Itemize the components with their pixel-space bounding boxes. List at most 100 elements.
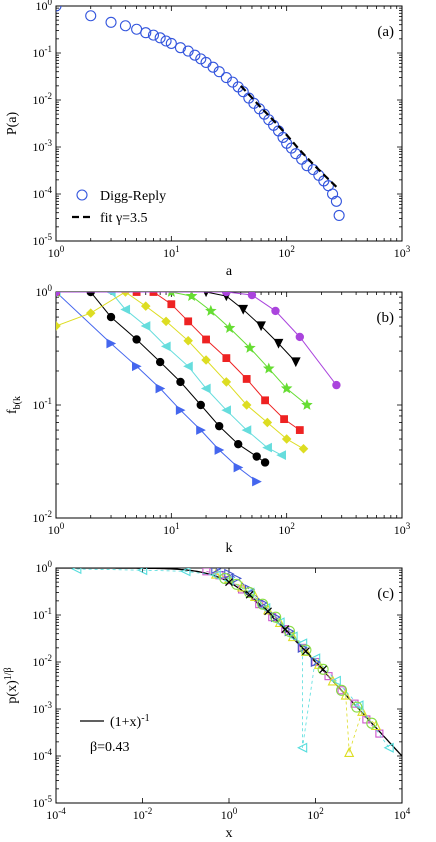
y-tick-label: 10-2 [33, 91, 53, 107]
data-point [244, 341, 256, 353]
series-line-2 [206, 570, 380, 734]
legend-label-fit: (1+x)-1 [110, 713, 150, 730]
y-tick-label: 100 [36, 0, 53, 13]
x-tick-label: 102 [307, 806, 324, 822]
data-point [231, 573, 243, 584]
data-point [261, 396, 269, 405]
data-point [202, 568, 211, 576]
data-point [271, 306, 280, 316]
data-point [201, 355, 211, 365]
y-tick-label: 100 [36, 283, 53, 299]
data-point [56, 292, 61, 297]
data-point [241, 400, 252, 410]
x-tick-label: 100 [48, 521, 65, 537]
data-point [185, 292, 198, 301]
data-point [155, 383, 166, 394]
series-line-2 [239, 85, 339, 190]
panel-label: (c) [377, 586, 394, 602]
data-point [244, 587, 256, 599]
data-point [257, 598, 269, 610]
data-point [333, 209, 345, 221]
data-point [119, 20, 131, 32]
plot-frame [55, 567, 403, 804]
data-point [264, 607, 272, 616]
data-point [132, 335, 141, 344]
data-layer [56, 568, 402, 758]
series-line-fit [56, 568, 402, 757]
data-point [332, 380, 341, 390]
data-point [370, 719, 382, 731]
x-tick-label: 101 [163, 244, 180, 260]
data-point [317, 663, 329, 675]
data-point [351, 701, 363, 713]
x-tick-label: 103 [394, 244, 411, 260]
data-point [140, 321, 151, 331]
x-tick-label: 100 [48, 244, 65, 260]
data-point [280, 415, 288, 424]
data-point [140, 27, 152, 39]
data-point [319, 665, 328, 674]
data-point [270, 612, 282, 623]
data-point [105, 292, 116, 297]
data-point [213, 66, 225, 78]
data-point [270, 611, 282, 623]
data-point [301, 160, 313, 172]
data-point [210, 570, 221, 581]
data-point [256, 321, 266, 332]
data-point [131, 23, 143, 35]
data-point [221, 405, 231, 416]
data-point [241, 425, 252, 435]
data-point [344, 746, 355, 758]
y-tick-label: 10-4 [33, 185, 53, 201]
y-axis-label: P(a) [5, 112, 20, 136]
data-point [238, 304, 249, 315]
data-point [298, 443, 309, 454]
y-tick-label: 100 [36, 559, 53, 575]
data-point [211, 568, 222, 575]
data-point [383, 742, 394, 753]
data-point [184, 317, 193, 326]
data-point [120, 304, 131, 315]
y-tick-label: 10-5 [33, 232, 53, 248]
data-point [155, 357, 165, 367]
x-tick-label: 102 [278, 244, 295, 260]
y-tick-label: 10-1 [33, 396, 53, 412]
data-point [375, 729, 384, 738]
data-point [167, 300, 176, 309]
data-point [300, 644, 312, 656]
data-point [140, 301, 151, 311]
series-line-3 [215, 573, 377, 753]
data-point [160, 35, 172, 47]
data-point [71, 568, 82, 575]
x-tick-label: 104 [394, 806, 411, 822]
data-point [223, 321, 236, 333]
data-point [366, 717, 378, 729]
data-point [85, 10, 97, 22]
x-tick-label: 102 [278, 521, 295, 537]
data-point [132, 292, 141, 296]
data-point [262, 442, 272, 453]
data-point [310, 656, 321, 668]
data-point [180, 568, 191, 577]
data-point [182, 45, 194, 57]
data-point [236, 581, 248, 592]
x-tick-label: 101 [163, 521, 180, 537]
data-point [120, 292, 131, 297]
data-point [283, 625, 296, 637]
data-point [242, 375, 251, 383]
data-point [262, 362, 275, 374]
panel-3: 10-4 10-2 100 102 10410-510-410-310-210-1100… [3, 559, 411, 841]
x-tick-label: 103 [394, 521, 411, 537]
data-point [56, 321, 61, 331]
data-point [276, 450, 286, 460]
data-point [221, 377, 232, 387]
data-point [203, 292, 209, 298]
y-tick-label: 10-5 [33, 794, 53, 810]
data-point [147, 29, 160, 41]
x-axis-label: k [226, 541, 233, 556]
data-point [167, 292, 175, 297]
data-point [297, 742, 308, 753]
data-point [222, 292, 231, 297]
data-point [295, 426, 304, 434]
data-point [196, 400, 205, 410]
